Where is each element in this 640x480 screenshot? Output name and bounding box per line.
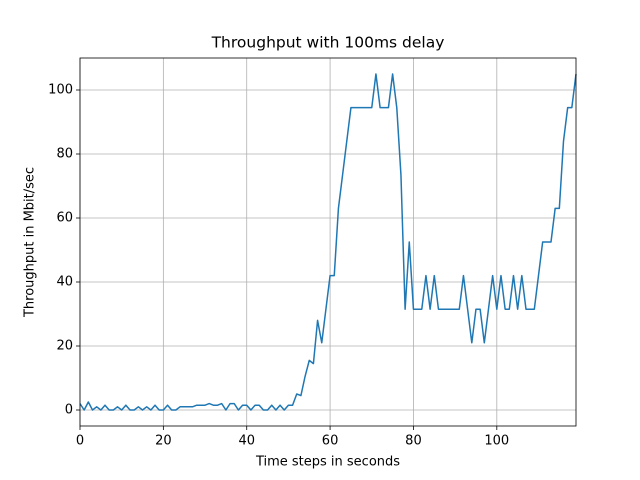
y-tick-label: 0 [65, 403, 73, 418]
x-tick-label: 80 [405, 434, 422, 449]
y-tick-label: 60 [56, 211, 73, 226]
axes-frame [79, 57, 577, 427]
data-line [79, 73, 577, 411]
y-tick-label: 20 [56, 339, 73, 354]
x-tick-label: 20 [155, 434, 172, 449]
x-tick-label: 100 [484, 434, 509, 449]
chart-title: Throughput with 100ms delay [211, 34, 445, 52]
x-tick-label: 0 [76, 434, 84, 449]
x-tick-label: 40 [238, 434, 255, 449]
x-axis-label: Time steps in seconds [255, 455, 400, 470]
x-tick-label: 60 [322, 434, 339, 449]
y-axis-label: Throughput in Mbit/sec [23, 167, 38, 318]
y-tick-label: 80 [56, 147, 73, 162]
y-tick-label: 40 [56, 275, 73, 290]
y-tick-label: 100 [48, 83, 73, 98]
